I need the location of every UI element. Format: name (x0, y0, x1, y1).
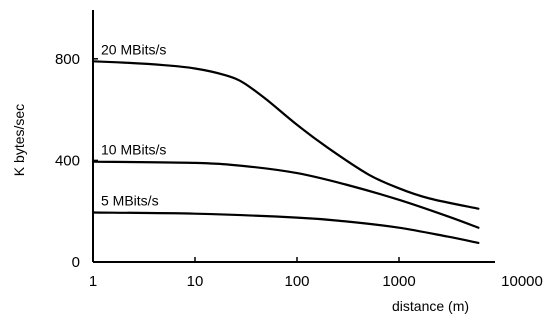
x-tick-label: 10 (187, 273, 204, 290)
x-tick-label: 10000 (501, 273, 543, 290)
x-axis-label: distance (m) (392, 298, 469, 314)
y-tick-label: 0 (72, 254, 80, 271)
series-label-1: 20 MBits/s (101, 41, 166, 57)
tick-labels: 0 400 800 1 10 100 1000 10000 (55, 51, 543, 290)
y-tick-label: 400 (55, 152, 80, 169)
y-axis-label: K bytes/sec (11, 104, 27, 176)
series-line-3 (91, 211, 480, 244)
series-line-2 (91, 160, 480, 229)
tick-marks (92, 58, 400, 263)
y-tick-label: 800 (55, 51, 80, 68)
x-tick-label: 1 (89, 273, 97, 290)
series-labels: 20 MBits/s 10 MBits/s 5 MBits/s (101, 41, 166, 208)
series-label-2: 10 MBits/s (101, 142, 166, 158)
series-line-1 (91, 60, 480, 210)
series-lines (91, 60, 480, 244)
x-tick-label: 1000 (382, 273, 415, 290)
axes (92, 10, 495, 263)
x-tick-label: 100 (284, 273, 309, 290)
series-label-3: 5 MBits/s (101, 192, 159, 208)
